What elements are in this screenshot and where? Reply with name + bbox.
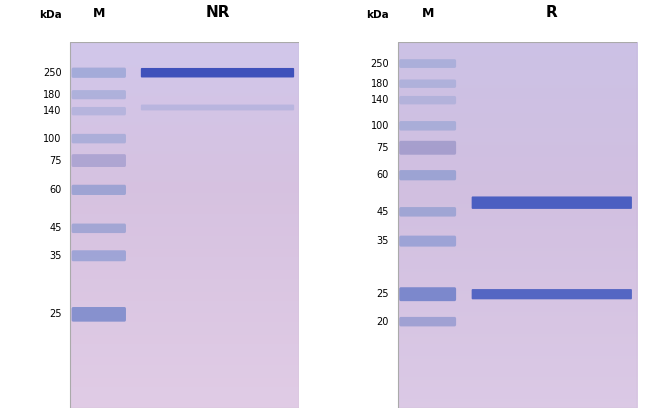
FancyBboxPatch shape (72, 250, 126, 261)
Text: 35: 35 (49, 251, 62, 261)
Text: 140: 140 (44, 106, 62, 116)
FancyBboxPatch shape (399, 287, 456, 301)
Text: 35: 35 (376, 236, 389, 246)
Text: kDa: kDa (39, 10, 62, 20)
FancyBboxPatch shape (72, 185, 126, 195)
Text: 45: 45 (49, 223, 62, 233)
FancyBboxPatch shape (399, 170, 456, 181)
Text: 180: 180 (44, 90, 62, 100)
Text: 250: 250 (43, 68, 62, 78)
Text: 60: 60 (376, 170, 389, 180)
Text: M: M (421, 7, 434, 20)
Text: kDa: kDa (366, 10, 389, 20)
FancyBboxPatch shape (399, 59, 456, 68)
FancyBboxPatch shape (399, 121, 456, 131)
FancyBboxPatch shape (141, 68, 294, 77)
Text: 60: 60 (49, 185, 62, 195)
Bar (70, 42, 299, 408)
Text: 100: 100 (44, 134, 62, 144)
FancyBboxPatch shape (72, 154, 126, 167)
Text: 100: 100 (370, 121, 389, 131)
Text: 25: 25 (49, 310, 62, 319)
Text: 45: 45 (376, 207, 389, 217)
Text: 20: 20 (376, 317, 389, 327)
FancyBboxPatch shape (399, 235, 456, 247)
FancyBboxPatch shape (141, 104, 294, 110)
FancyBboxPatch shape (72, 107, 126, 115)
FancyBboxPatch shape (72, 90, 126, 99)
Text: 140: 140 (370, 95, 389, 105)
Bar (398, 42, 637, 408)
FancyBboxPatch shape (72, 223, 126, 233)
Text: R: R (546, 5, 558, 20)
FancyBboxPatch shape (399, 141, 456, 155)
Text: 25: 25 (376, 289, 389, 299)
FancyBboxPatch shape (72, 134, 126, 144)
Text: 250: 250 (370, 59, 389, 69)
FancyBboxPatch shape (399, 79, 456, 88)
FancyBboxPatch shape (72, 307, 126, 322)
Text: 75: 75 (49, 156, 62, 166)
FancyBboxPatch shape (472, 196, 632, 209)
FancyBboxPatch shape (72, 67, 126, 78)
FancyBboxPatch shape (399, 317, 456, 327)
FancyBboxPatch shape (472, 289, 632, 300)
FancyBboxPatch shape (399, 96, 456, 104)
Text: M: M (92, 7, 105, 20)
FancyBboxPatch shape (399, 207, 456, 217)
Text: 180: 180 (370, 79, 389, 89)
Text: 75: 75 (376, 143, 389, 153)
Text: NR: NR (205, 5, 229, 20)
